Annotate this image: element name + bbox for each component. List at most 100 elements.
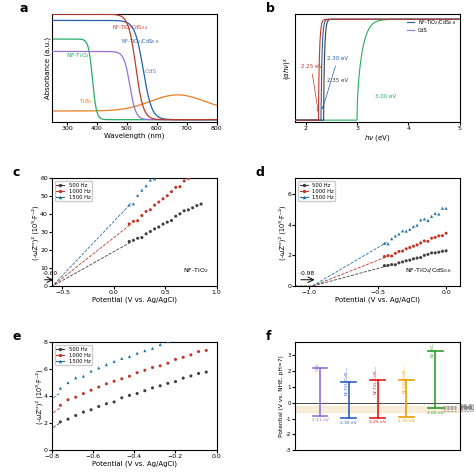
Point xyxy=(435,210,443,218)
Point xyxy=(141,366,149,374)
Point xyxy=(56,401,64,409)
Point xyxy=(95,403,102,410)
Point xyxy=(435,232,443,240)
Point xyxy=(410,223,417,230)
Legend: 500 Hz, 1000 Hz, 1500 Hz: 500 Hz, 1000 Hz, 1500 Hz xyxy=(55,345,92,365)
Point xyxy=(392,261,399,268)
Text: 2.25 eV: 2.25 eV xyxy=(369,420,386,424)
Point xyxy=(172,212,180,220)
Point xyxy=(149,345,156,352)
Point xyxy=(138,186,146,194)
Point xyxy=(428,249,436,257)
Point xyxy=(164,338,172,346)
Point xyxy=(129,237,137,244)
Point xyxy=(187,372,195,380)
Point xyxy=(80,408,87,416)
Point xyxy=(95,364,102,372)
Point xyxy=(402,228,410,235)
Point xyxy=(431,234,439,241)
Point xyxy=(402,257,410,264)
X-axis label: $h\nu$ (eV): $h\nu$ (eV) xyxy=(365,133,391,143)
Point xyxy=(399,258,406,266)
Point xyxy=(197,165,205,173)
Point xyxy=(164,359,172,367)
Point xyxy=(384,252,392,259)
Point xyxy=(151,225,158,233)
Point xyxy=(424,217,432,224)
Text: NF-TiO₂/CdS₀.₆: NF-TiO₂/CdS₀.₆ xyxy=(374,365,378,393)
Point xyxy=(72,412,80,419)
Point xyxy=(195,327,202,335)
Point xyxy=(95,383,102,391)
Point xyxy=(110,398,118,406)
Text: 2.35 eV: 2.35 eV xyxy=(327,78,348,83)
Point xyxy=(395,259,403,267)
Text: 3.00 eV: 3.00 eV xyxy=(375,94,396,99)
Point xyxy=(392,249,399,257)
Point xyxy=(56,418,64,426)
Point xyxy=(72,374,80,382)
Point xyxy=(118,355,126,362)
Text: NF-TiO$_2$/CdS$_{0.8}$: NF-TiO$_2$/CdS$_{0.8}$ xyxy=(121,37,159,46)
Point xyxy=(126,201,133,209)
X-axis label: Wavelength (nm): Wavelength (nm) xyxy=(104,133,164,139)
Point xyxy=(388,261,395,268)
Point xyxy=(406,244,414,251)
Point xyxy=(202,346,210,354)
Point xyxy=(134,191,141,199)
Text: NF-TiO₂/CdS₀.₄: NF-TiO₂/CdS₀.₄ xyxy=(402,364,406,393)
Point xyxy=(424,251,432,258)
Point xyxy=(197,164,205,171)
Point xyxy=(384,262,392,269)
Text: NF-TiO$_2$CdS$_{0.4}$: NF-TiO$_2$CdS$_{0.4}$ xyxy=(112,23,148,32)
Point xyxy=(126,392,133,399)
Point xyxy=(180,374,187,382)
Point xyxy=(138,234,146,241)
Text: f: f xyxy=(266,330,271,343)
Point xyxy=(189,171,196,179)
Point xyxy=(388,252,395,260)
Point xyxy=(413,221,421,229)
Point xyxy=(381,262,388,269)
Point xyxy=(129,218,137,225)
Point xyxy=(189,164,196,171)
Point xyxy=(438,247,446,255)
Point xyxy=(181,207,188,215)
Point xyxy=(164,192,171,200)
Point xyxy=(193,202,201,210)
Point xyxy=(195,370,202,377)
X-axis label: Potential (V vs. Ag/AgCl): Potential (V vs. Ag/AgCl) xyxy=(335,297,420,303)
Point xyxy=(87,406,95,414)
Point xyxy=(420,215,428,223)
Point xyxy=(399,247,406,255)
Point xyxy=(442,204,450,212)
Text: -0.60: -0.60 xyxy=(43,271,58,275)
Point xyxy=(168,188,175,195)
Point xyxy=(64,379,72,386)
Point xyxy=(126,353,133,360)
Y-axis label: (-ωZ'')² (10⁹·F⁻²): (-ωZ'')² (10⁹·F⁻²) xyxy=(35,369,43,424)
Point xyxy=(417,254,425,261)
Point xyxy=(438,204,446,212)
Point xyxy=(110,377,118,385)
Point xyxy=(129,200,137,208)
Text: 2.30 eV: 2.30 eV xyxy=(340,420,357,425)
Bar xyxy=(295,406,460,412)
Point xyxy=(141,387,149,394)
Point xyxy=(172,378,179,385)
Point xyxy=(118,375,126,383)
Point xyxy=(184,164,192,171)
Point xyxy=(141,347,149,355)
Point xyxy=(202,368,210,376)
Text: CO₂/CO  -0.53 V: CO₂/CO -0.53 V xyxy=(458,409,474,413)
Text: CdS: CdS xyxy=(145,69,157,73)
Point xyxy=(156,362,164,370)
Point xyxy=(172,183,180,191)
Point xyxy=(442,229,450,237)
Point xyxy=(151,175,158,182)
Point xyxy=(118,394,126,401)
Point xyxy=(184,206,192,214)
Point xyxy=(392,232,399,240)
Text: NF-TiO$_2$: NF-TiO$_2$ xyxy=(183,266,208,275)
Point xyxy=(417,239,425,247)
